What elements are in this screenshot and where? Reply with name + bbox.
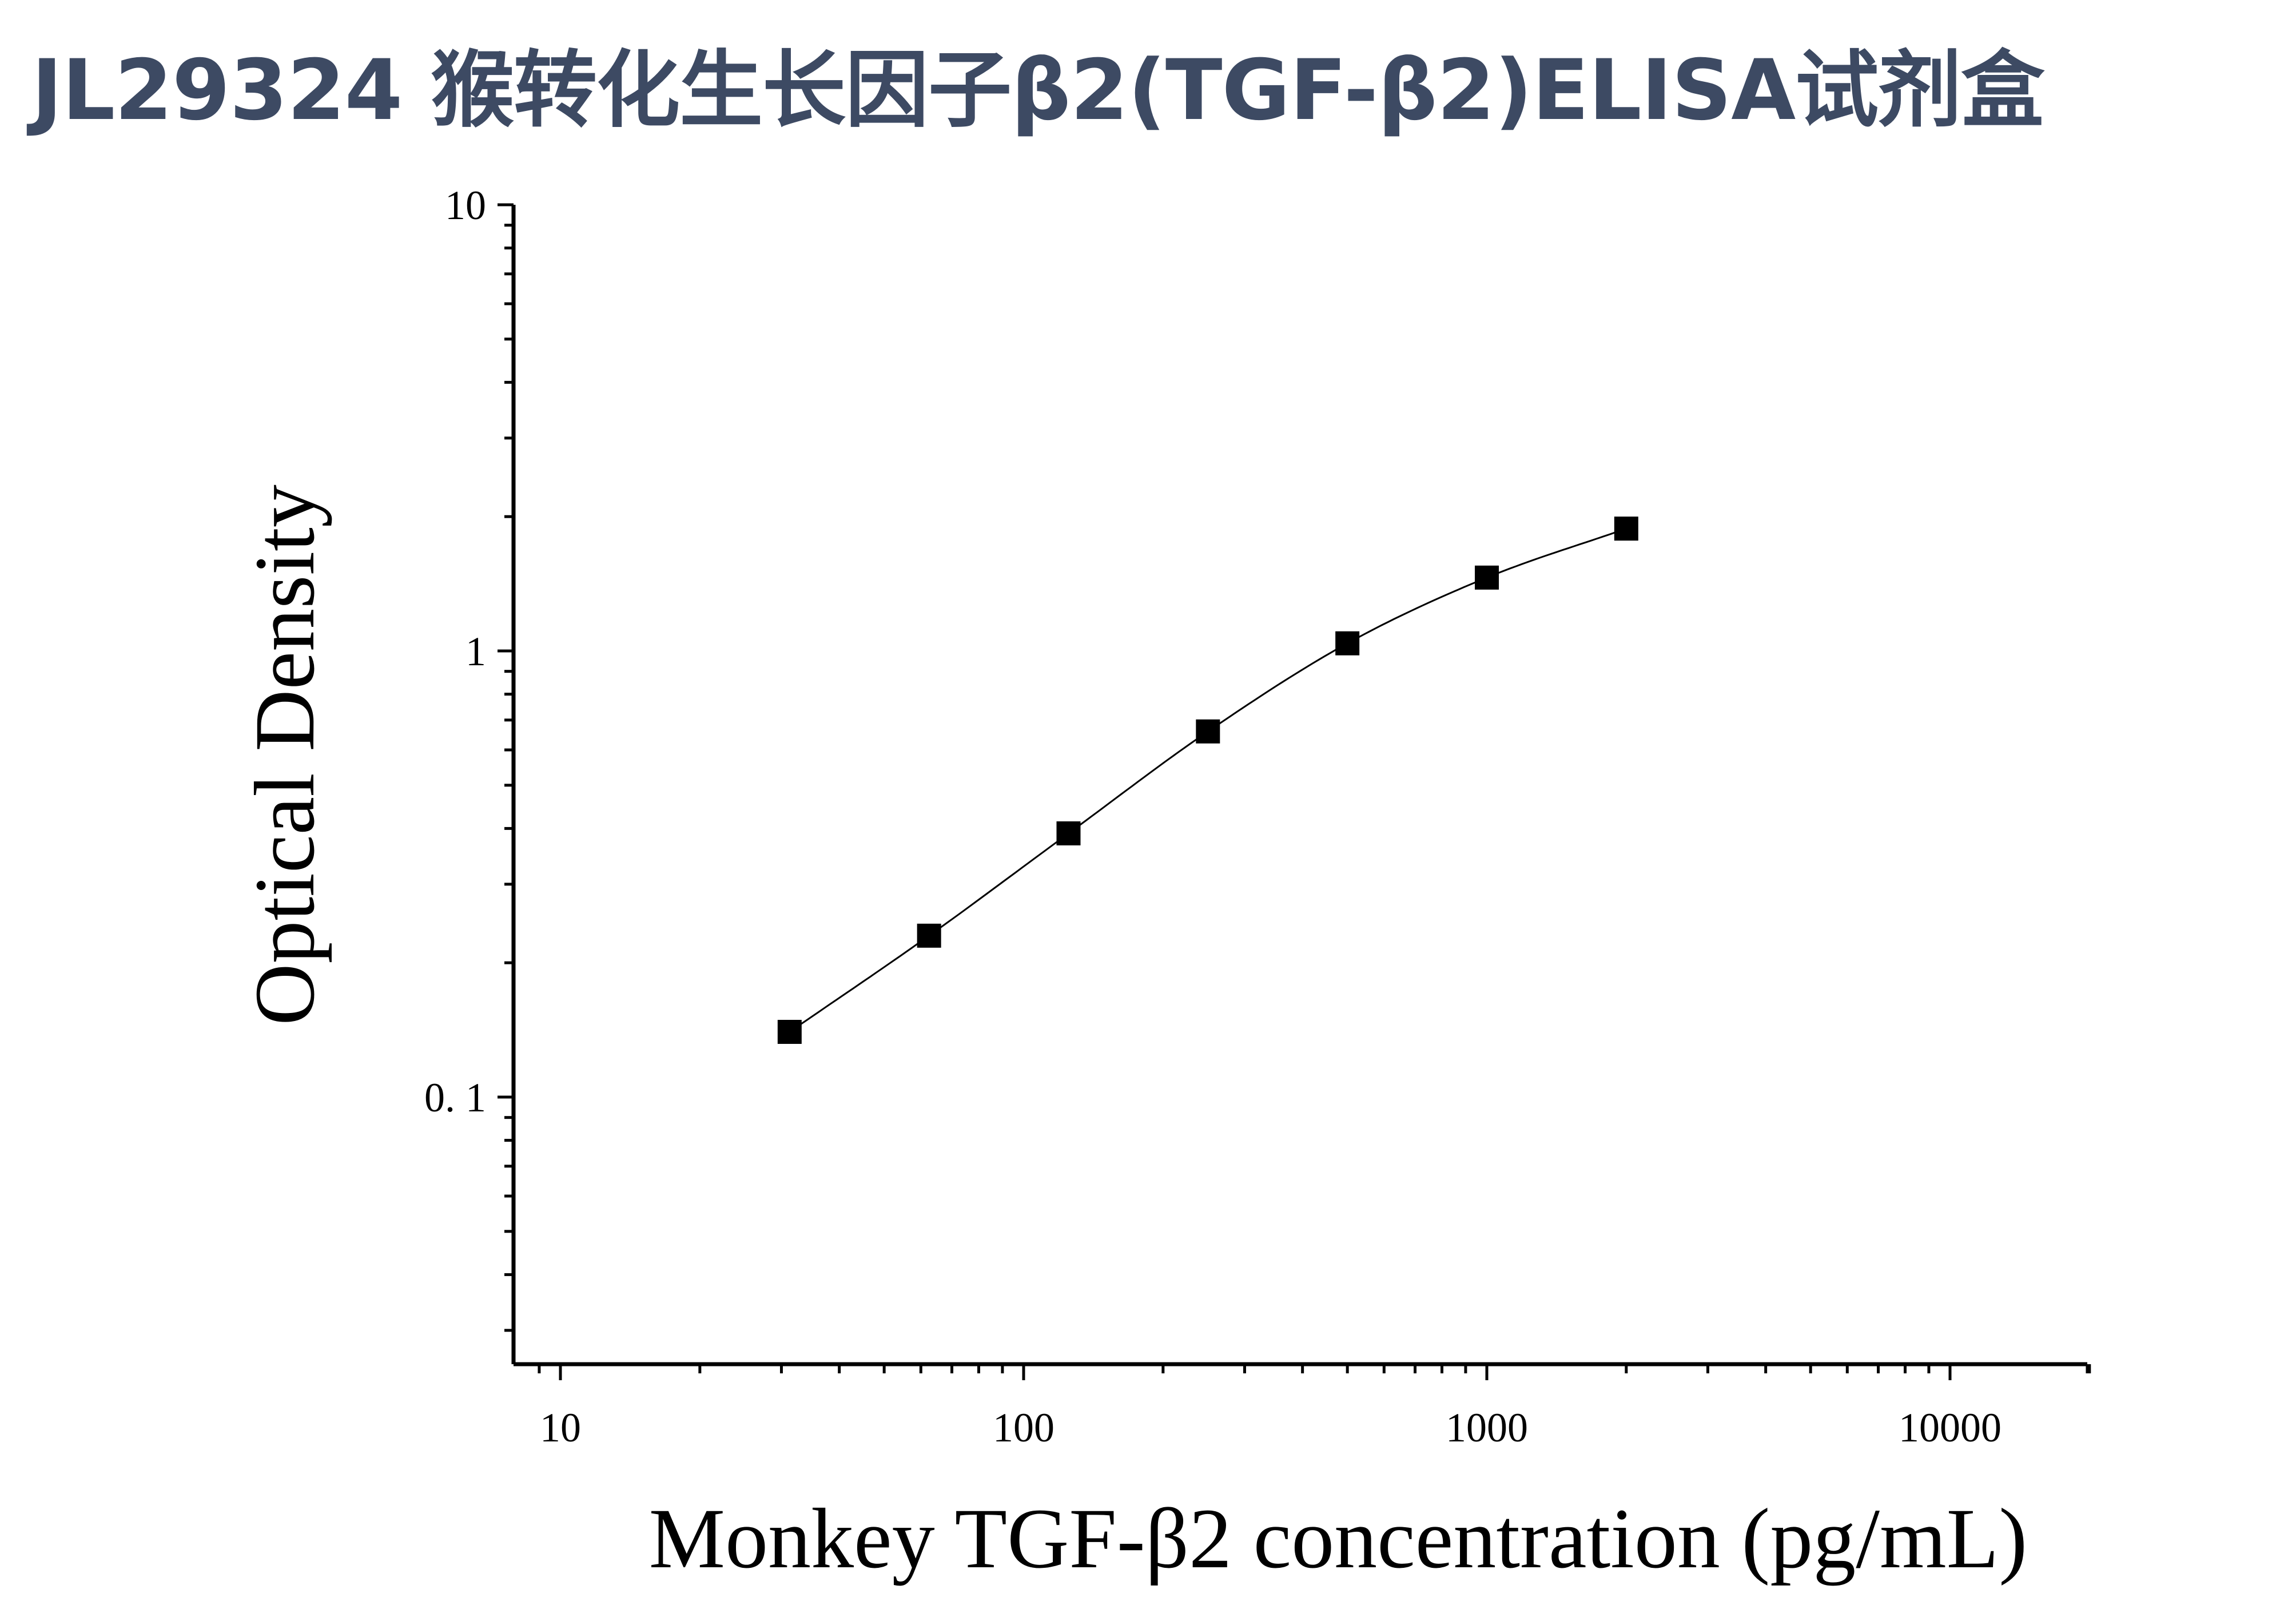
fit-curve bbox=[789, 527, 1627, 1033]
y-axis-title: Optical Density bbox=[237, 484, 332, 1026]
x-axis-title: Monkey TGF-β2 concentration (pg/mL) bbox=[649, 1491, 2028, 1586]
y-tick-label: 1 bbox=[465, 629, 486, 674]
data-point bbox=[1056, 821, 1081, 845]
y-tick-label: 10 bbox=[445, 182, 486, 228]
axes: 10 100 1000 10000 0. 1 1 10 bbox=[424, 182, 2091, 1451]
x-tick-label: 1000 bbox=[1446, 1405, 1528, 1451]
x-tick-label: 10000 bbox=[1899, 1405, 2001, 1451]
page-title: JL29324 猴转化生长因子β2(TGF-β2)ELISA试剂盒 bbox=[31, 42, 2044, 139]
data-point bbox=[777, 1020, 802, 1044]
x-tick-label: 100 bbox=[993, 1405, 1055, 1451]
data-point bbox=[1475, 565, 1499, 590]
data-point bbox=[1614, 517, 1638, 541]
data-point bbox=[917, 923, 941, 948]
y-tick-label: 0. 1 bbox=[424, 1075, 486, 1121]
x-tick-label: 10 bbox=[540, 1405, 581, 1451]
data-point bbox=[1335, 631, 1360, 655]
data-points bbox=[777, 517, 1638, 1044]
data-point bbox=[1196, 719, 1220, 744]
